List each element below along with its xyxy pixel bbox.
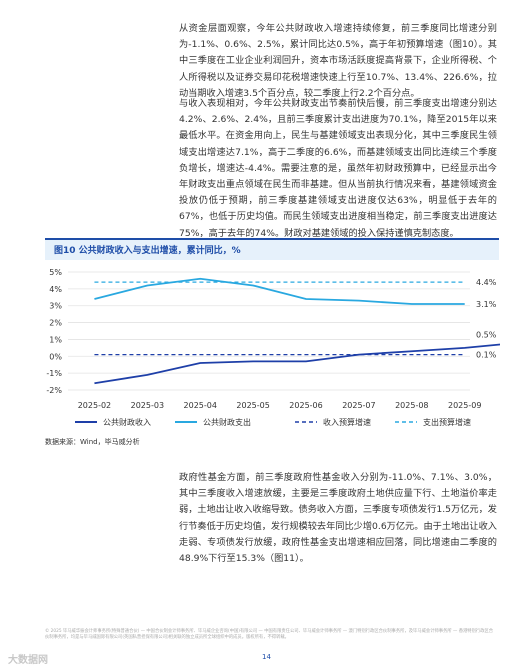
y-tick-label: -2% [46,386,62,395]
y-tick-label: 1% [49,335,62,344]
series-line-1 [94,343,500,385]
figure-title: 图10 公共财政收入与支出增速，累计同比，% [54,246,241,256]
x-tick-label: 2025-06 [289,401,322,410]
x-tick-label: 2025-04 [184,401,217,410]
series-line-2 [94,277,465,305]
figure-source: 数据来源：Wind，毕马威分析 [45,438,140,446]
y-tick-label: 0% [49,352,62,361]
figure-title-bar: 图10 公共财政收入与支出增速，累计同比，% [45,238,499,260]
x-tick-label: 2025-07 [342,401,375,410]
line-chart: -2% -1% 0% 1% 2% 3% 4% 5% 2025-02 2025-03 2025-04 2… [46,268,500,427]
series-end-label: 0.1% [476,351,497,360]
x-tick-label: 2025-02 [78,401,111,410]
y-tick-label: 2% [49,319,62,328]
paragraph-expenditure: 与收入表现相对，今年公共财政支出节奏前快后慢，前三季度支出增速分别达4.2%、2… [179,98,497,239]
legend-label: 收入预算增速 [323,417,371,427]
paragraph-fund-overview: 从资金层面观察，今年公共财政收入增速持续修复，前三季度同比增速分别为-1.1%、… [179,23,497,99]
legend-label: 公共财政收入 [103,417,151,427]
x-tick-label: 2025-03 [131,401,164,410]
x-tick-label: 2025-05 [236,401,269,410]
x-tick-label: 2025-09 [448,401,481,410]
legend-label: 公共财政支出 [203,417,251,427]
paragraph-government-fund: 政府性基金方面，前三季度政府性基金收入分别为-11.0%、7.1%、3.0%，其… [179,472,497,565]
series-end-label: 4.4% [476,278,497,287]
series-end-label: 3.1% [476,300,497,309]
x-tick-label: 2025-08 [395,401,428,410]
footer-disclaimer: © 2025 毕马威华振会计师事务所(特殊普通合伙) — 中国合伙制会计师事务所… [45,629,494,641]
legend-label: 支出预算增速 [423,417,471,427]
page-number: 14 [262,653,271,661]
y-tick-label: 5% [49,268,62,277]
series-end-label: 0.5% [476,330,497,339]
y-tick-label: -1% [46,369,62,378]
y-tick-label: 3% [49,302,62,311]
y-tick-label: 4% [49,285,62,294]
watermark-logo: 大数据网 [8,655,48,666]
